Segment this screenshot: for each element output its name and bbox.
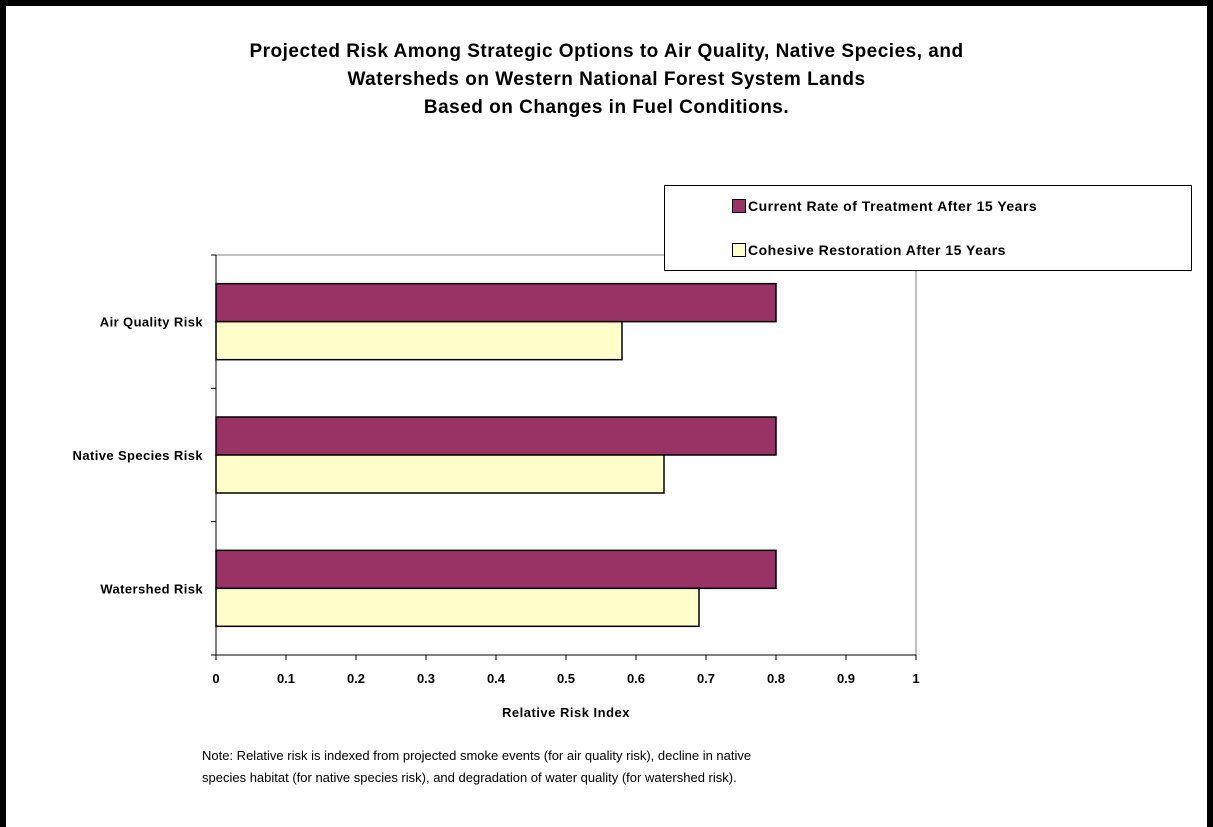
chart-title-line: Projected Risk Among Strategic Options t…	[249, 41, 964, 62]
x-tick-label: 0.6	[627, 671, 645, 686]
legend-swatch-cohesive	[732, 243, 746, 257]
legend-label-cohesive: Cohesive Restoration After 15 Years	[748, 242, 1006, 258]
x-tick-label: 0.4	[487, 671, 506, 686]
x-axis-title: Relative Risk Index	[502, 705, 630, 720]
legend-swatch-current	[732, 199, 746, 213]
bar-current	[215, 416, 777, 456]
x-tick-label: 0.8	[767, 671, 785, 686]
legend-item-cohesive: Cohesive Restoration After 15 Years	[732, 241, 1006, 259]
category-label: Watershed Risk	[100, 581, 203, 596]
note-line: species habitat (for native species risk…	[202, 770, 737, 785]
chart-title-line: Based on Changes in Fuel Conditions.	[423, 97, 790, 118]
x-tick-label: 0.9	[837, 671, 855, 686]
bar-cohesive	[215, 320, 623, 361]
bar-cohesive	[215, 454, 665, 494]
chart-note: Note: Relative risk is indexed from proj…	[202, 745, 1002, 789]
chart-title-line: Watersheds on Western National Forest Sy…	[347, 69, 866, 90]
x-tick-label: 0.3	[417, 671, 435, 686]
x-tick-label: 0.2	[347, 671, 365, 686]
legend-item-current: Current Rate of Treatment After 15 Years	[732, 197, 1037, 215]
chart-title: Projected Risk Among Strategic Options t…	[0, 38, 1213, 122]
chart-legend: Current Rate of Treatment After 15 Years…	[664, 185, 1192, 271]
bar-current	[215, 282, 777, 323]
x-tick-label: 0.5	[557, 671, 575, 686]
bar-cohesive	[215, 587, 700, 628]
legend-label-current: Current Rate of Treatment After 15 Years	[748, 198, 1038, 214]
x-tick-label: 1	[912, 671, 919, 686]
bar-current	[215, 549, 777, 590]
category-label: Native Species Risk	[73, 448, 204, 463]
x-tick-label: 0.1	[277, 671, 295, 686]
x-tick-label: 0.7	[697, 671, 715, 686]
x-tick-label: 0	[212, 671, 219, 686]
category-label: Air Quality Risk	[100, 315, 204, 330]
note-line: Note: Relative risk is indexed from proj…	[202, 748, 752, 763]
